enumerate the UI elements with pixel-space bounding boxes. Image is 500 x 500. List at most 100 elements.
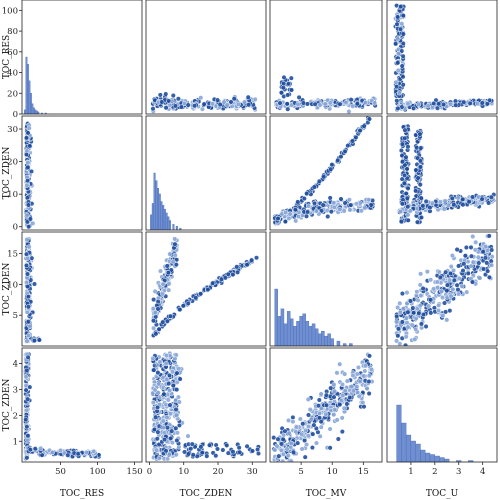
xtick-label-1-0: 0 [147, 467, 152, 477]
scatter-point-2-3-126 [394, 338, 400, 344]
hist-bar-TOC_ZDEN-4 [156, 188, 160, 231]
scatter-point-3-2-237 [300, 421, 306, 427]
scatter-point-1-2-271 [306, 203, 312, 209]
scatter-point-3-1-348 [174, 437, 180, 444]
scatter-point-3-1-395 [249, 448, 256, 454]
scatter-point-0-3-116 [393, 79, 399, 85]
scatter-point-3-2-274 [307, 407, 313, 413]
scatter-point-2-0-159 [23, 251, 30, 257]
xtick-label-0-2: 150 [126, 467, 142, 477]
scatter-point-1-2-248 [283, 210, 289, 216]
scatter-point-1-3-180 [417, 131, 423, 137]
scatter-point-2-1-128 [205, 286, 211, 293]
hist-bar-TOC_ZDEN-11 [168, 220, 172, 231]
scatter-point-1-3-391 [488, 194, 494, 200]
scatter-point-3-1-410 [204, 453, 210, 459]
scatter-point-2-1-122 [160, 319, 166, 325]
scatter-point-3-1-288 [161, 437, 168, 443]
scatter-point-0-1-160 [163, 105, 169, 111]
scatter-point-3-0-103 [27, 384, 33, 390]
scatter-point-3-2-342 [284, 446, 290, 452]
scatter-point-1-3-154 [413, 188, 419, 194]
scatter-point-3-2-352 [299, 431, 305, 437]
scatter-point-1-2-109 [328, 166, 334, 172]
scatter-point-3-2-325 [366, 379, 372, 385]
scatter-point-2-1-282 [153, 310, 159, 316]
scatter-point-1-3-83 [402, 127, 408, 133]
scatter-point-3-0-137 [23, 417, 29, 423]
scatter-point-2-3-271 [407, 298, 414, 304]
scatter-point-3-0-233 [32, 446, 38, 452]
scatter-point-3-2-324 [337, 402, 343, 408]
scatter-point-2-3-329 [400, 306, 406, 312]
scatter-point-3-2-122 [337, 361, 343, 367]
scatter-point-3-2-340 [361, 404, 367, 410]
scatter-point-3-1-327 [173, 406, 179, 413]
scatter-point-3-2-268 [280, 463, 285, 468]
scatter-point-3-2-351 [342, 388, 348, 394]
scatter-point-3-0-147 [25, 396, 31, 402]
scatter-point-2-1-95 [153, 331, 159, 337]
scatter-point-2-0-91 [31, 281, 38, 287]
scatter-point-3-1-256 [174, 430, 180, 436]
ytick-label-2-2: 15 [7, 250, 18, 260]
scatter-point-0-1-191 [167, 102, 173, 108]
scatter-point-3-2-315 [290, 449, 297, 455]
xtick-label-2-2: 15 [358, 467, 369, 477]
scatter-point-1-3-404 [442, 198, 448, 204]
hist-bar-TOC_ZDEN-3 [155, 180, 158, 231]
scatter-point-1-2-107 [301, 196, 307, 202]
scatter-point-2-3-224 [480, 249, 486, 255]
scatter-point-3-2-330 [327, 445, 333, 451]
scatter-point-2-3-64 [468, 244, 474, 250]
scatter-point-0-3-274 [411, 105, 417, 111]
scatter-point-3-2-282 [366, 373, 372, 379]
scatter-point-1-3-395 [405, 212, 411, 218]
scatter-point-3-1-21 [185, 433, 191, 439]
scatter-point-2-3-196 [468, 253, 474, 259]
scatter-point-3-1-337 [174, 379, 180, 385]
scatter-point-2-3-112 [402, 342, 409, 346]
scatter-point-3-2-318 [297, 416, 303, 422]
scatter-point-2-3-319 [484, 260, 490, 266]
histogram-TOC_ZDEN [150, 172, 182, 231]
scatter-point-2-3-341 [489, 247, 495, 253]
scatter-point-2-1-119 [193, 295, 199, 301]
scatter-point-1-3-189 [418, 195, 424, 201]
scatter-point-2-3-318 [470, 259, 476, 265]
scatter-point-2-3-313 [486, 233, 492, 239]
scatter-point-3-2-339 [362, 368, 368, 374]
scatter-point-2-3-46 [447, 308, 453, 314]
scatter-point-0-2-170 [327, 100, 333, 106]
hist-bar-TOC_MV-18 [330, 338, 334, 347]
scatter-point-1-2-193 [338, 196, 344, 202]
scatter-point-2-1-117 [156, 326, 162, 332]
scatter-point-2-3-163 [403, 334, 409, 340]
scatter-point-0-1-199 [235, 101, 241, 107]
scatter-point-2-0-148 [24, 279, 30, 285]
scatter-point-3-0-257 [49, 449, 56, 455]
scatter-point-2-3-304 [436, 269, 442, 275]
scatter-point-3-2-349 [331, 412, 337, 418]
scatter-point-1-3-179 [413, 167, 419, 173]
scatter-point-2-3-298 [480, 266, 487, 272]
scatter-point-0-2-173 [304, 101, 311, 107]
hist-bar-TOC_U-3 [410, 440, 416, 463]
scatter-point-0-2-201 [281, 80, 287, 87]
scatter-point-3-0-259 [83, 449, 89, 455]
scatter-point-1-0-119 [26, 125, 32, 131]
scatter-point-3-1-323 [177, 376, 183, 382]
scatter-point-2-3-287 [451, 277, 457, 283]
scatter-point-0-1-198 [185, 102, 191, 108]
ytick-label-1-3: 30 [7, 125, 18, 135]
ylabel-row-2: TOC_ZDEN [2, 263, 12, 316]
hist-bar-TOC_MV-3 [283, 323, 288, 347]
hist-bar-TOC_ZDEN-13 [175, 226, 178, 231]
panel-frame-r2-c2 [269, 231, 383, 347]
scatter-point-2-0-166 [25, 284, 31, 290]
scatter-TOC_MV-vs-TOC_U [271, 348, 375, 468]
scatter-point-0-3-278 [479, 100, 485, 106]
scatter-point-0-2-162 [363, 99, 369, 106]
scatter-point-3-0-119 [24, 407, 30, 413]
scatter-point-3-2-234 [305, 396, 311, 402]
